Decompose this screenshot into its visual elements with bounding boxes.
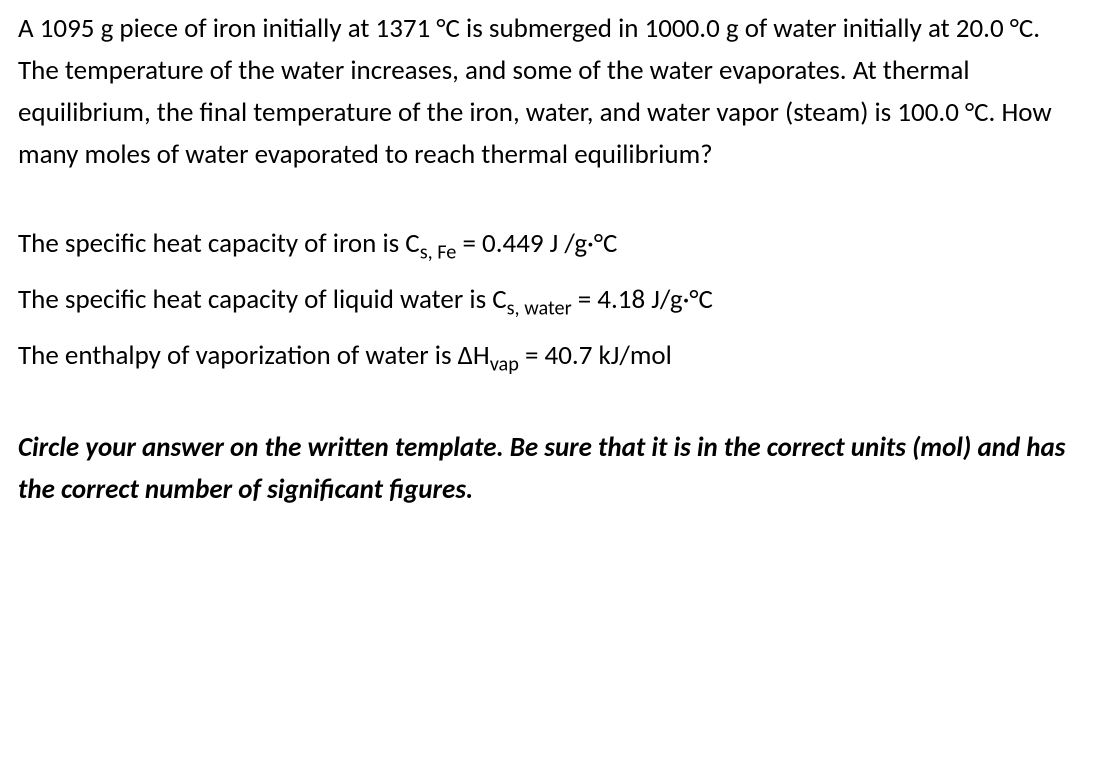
iron-prefix: The specific heat capacity of iron is C xyxy=(18,227,420,260)
vap-prefix: The enthalpy of vaporization of water is… xyxy=(18,339,490,372)
iron-subscript: s, Fe xyxy=(420,241,457,265)
water-prefix: The specific heat capacity of liquid wat… xyxy=(18,283,507,316)
vaporization-enthalpy: The enthalpy of vaporization of water is… xyxy=(18,335,1084,377)
water-suffix: = 4.18 J/g·°C xyxy=(572,283,713,316)
problem-statement: A 1095 g piece of iron initially at 1371… xyxy=(18,8,1084,175)
vap-suffix: = 40.7 kJ/mol xyxy=(519,339,672,372)
given-data-section: The specific heat capacity of iron is Cs… xyxy=(18,223,1084,377)
water-heat-capacity: The specific heat capacity of liquid wat… xyxy=(18,279,1084,321)
answer-instruction: Circle your answer on the written templa… xyxy=(18,427,1084,511)
iron-heat-capacity: The specific heat capacity of iron is Cs… xyxy=(18,223,1084,265)
vap-subscript: vap xyxy=(490,352,519,376)
water-subscript: s, water xyxy=(507,297,572,321)
iron-suffix: = 0.449 J /g·°C xyxy=(456,227,617,260)
